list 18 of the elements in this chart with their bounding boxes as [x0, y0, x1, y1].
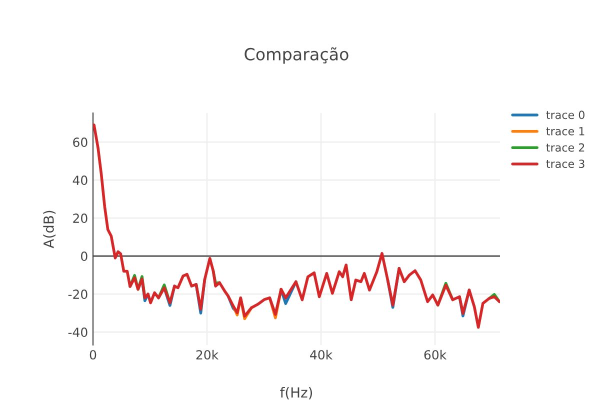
- y-tick-label: 20: [73, 214, 88, 223]
- y-tick-label: -40: [68, 328, 88, 338]
- legend-label: trace 0: [546, 110, 584, 120]
- x-axis-title: f(Hz): [280, 386, 312, 400]
- line-series: [93, 124, 500, 329]
- chart-title: Comparação: [244, 47, 348, 64]
- y-tick-label: -20: [68, 290, 88, 300]
- legend-label: trace 2: [546, 143, 584, 152]
- x-tick-label: 20k: [196, 350, 219, 360]
- y-tick-label: 40: [72, 176, 88, 185]
- y-tick-label: 0: [81, 252, 88, 262]
- x-tick-label: 60k: [424, 350, 447, 360]
- legend-label: trace 1: [546, 127, 584, 136]
- legend-label: trace 3: [546, 160, 584, 168]
- y-axis-title: A(dB): [43, 210, 56, 248]
- y-tick-label: 60: [73, 138, 88, 147]
- x-tick-label: 0: [90, 350, 96, 360]
- x-tick-label: 40k: [310, 350, 333, 360]
